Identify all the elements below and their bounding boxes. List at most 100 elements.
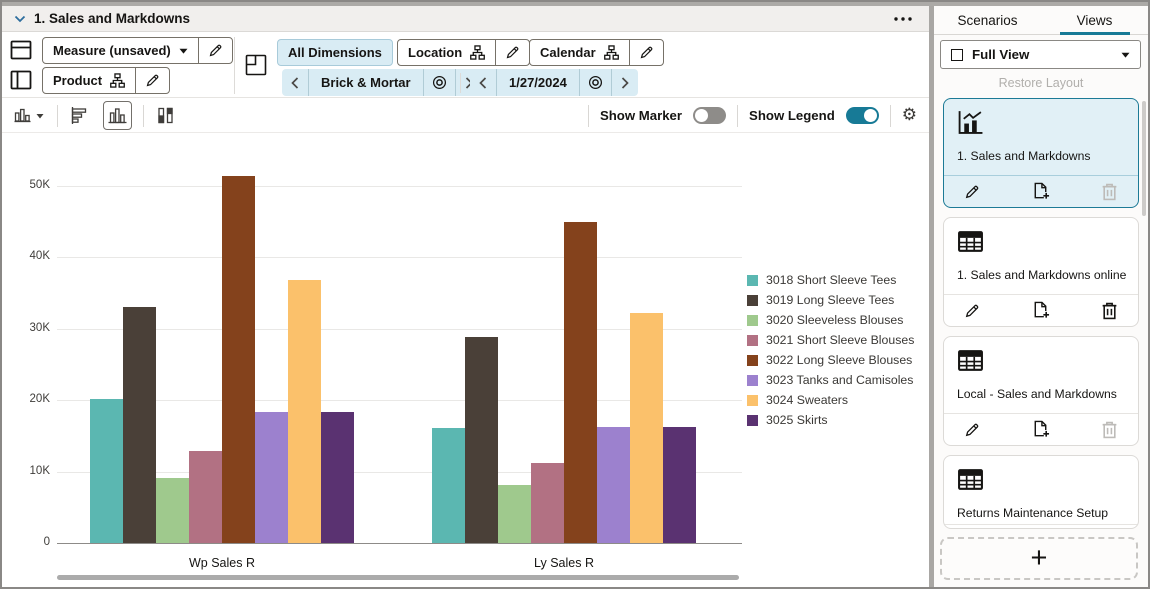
y-gridline — [57, 328, 742, 330]
bar-wp-sales-r-3025[interactable] — [321, 412, 354, 543]
legend-label: 3024 Sweaters — [766, 393, 849, 407]
bar-ly-sales-r-3023[interactable] — [597, 427, 630, 543]
legend-label: 3019 Long Sleeve Tees — [766, 293, 895, 307]
tab-scenarios[interactable]: Scenarios — [957, 12, 1018, 28]
delete-view-icon[interactable] — [1101, 302, 1118, 320]
view-card-actions — [944, 413, 1138, 445]
location-target-icon[interactable] — [422, 69, 455, 96]
edit-view-icon[interactable] — [964, 303, 980, 319]
bar-wp-sales-r-3018[interactable] — [90, 398, 123, 543]
table-view-icon — [957, 469, 984, 496]
bar-ly-sales-r-3018[interactable] — [432, 428, 465, 543]
add-view-button[interactable]: + — [940, 537, 1138, 580]
views-scrollbar[interactable] — [1142, 101, 1146, 216]
window-top-strip — [2, 2, 1148, 6]
main-vertical-scrollbar[interactable] — [929, 6, 934, 587]
y-tick-label: 0 — [43, 536, 50, 548]
hierarchy-icon — [603, 45, 619, 60]
bar-ly-sales-r-3020[interactable] — [498, 485, 531, 543]
bar-ly-sales-r-3024[interactable] — [630, 313, 663, 543]
nested-window-icon[interactable] — [245, 54, 267, 76]
right-panel-tabs: Scenarios Views — [934, 6, 1148, 35]
bar-wp-sales-r-3023[interactable] — [255, 412, 288, 543]
legend-label: 3023 Tanks and Camisoles — [766, 373, 914, 387]
edit-view-icon[interactable] — [964, 184, 980, 200]
previous-date-icon[interactable] — [470, 69, 496, 96]
chart-type-menu-button[interactable] — [12, 106, 46, 125]
view-card-actions — [944, 175, 1138, 207]
edit-calendar-icon[interactable] — [628, 40, 663, 65]
chart-horizontal-scrollbar[interactable] — [57, 575, 739, 580]
legend-item: 3020 Sleeveless Blouses — [747, 310, 914, 330]
duplicate-view-icon[interactable] — [1031, 301, 1050, 320]
bar-wp-sales-r-3019[interactable] — [123, 306, 156, 543]
next-date-icon[interactable] — [610, 69, 638, 96]
view-card[interactable]: Local - Sales and Markdowns — [943, 336, 1139, 446]
legend-swatch — [747, 374, 758, 386]
bar-ly-sales-r-3021[interactable] — [531, 463, 564, 543]
collapse-chevron-icon[interactable] — [14, 15, 26, 23]
toggle-knob — [863, 109, 877, 122]
gear-icon[interactable]: ⚙ — [901, 105, 917, 125]
edit-measure-icon[interactable] — [197, 38, 232, 63]
horizontal-bar-chart-button[interactable] — [69, 105, 92, 126]
edit-location-icon[interactable] — [495, 40, 529, 65]
panel-header: 1. Sales and Markdowns — [2, 6, 929, 32]
main-panel: 1. Sales and Markdowns Measure (unsaved) — [2, 6, 929, 587]
views-list: 1. Sales and Markdowns 1. Sales and Markd… — [943, 98, 1139, 531]
duplicate-view-icon[interactable] — [1031, 420, 1050, 439]
calendar-button-label: Calendar — [540, 45, 596, 60]
bar-ly-sales-r-3019[interactable] — [465, 336, 498, 543]
view-card-body: Local - Sales and Markdowns — [944, 337, 1138, 413]
measure-button[interactable]: Measure (unsaved) — [42, 37, 233, 64]
product-button[interactable]: Product — [42, 67, 171, 94]
vertical-bar-chart-button[interactable] — [103, 101, 132, 130]
overlapped-bar-chart-button[interactable] — [155, 105, 176, 126]
vertical-bar-chart-icon — [108, 108, 127, 124]
view-card[interactable]: 1. Sales and Markdowns online — [943, 217, 1139, 327]
view-card-label: 1. Sales and Markdowns online — [957, 268, 1127, 282]
bar-wp-sales-r-3024[interactable] — [288, 280, 321, 543]
show-marker-toggle[interactable] — [693, 107, 727, 124]
y-gridline — [57, 186, 742, 187]
view-mode-select[interactable]: Full View — [940, 40, 1141, 69]
split-columns-icon[interactable] — [10, 70, 32, 90]
calendar-button[interactable]: Calendar — [529, 39, 664, 66]
x-category-label: Ly Sales R — [534, 556, 594, 570]
legend-label: 3020 Sleeveless Blouses — [766, 313, 904, 327]
delete-view-icon[interactable] — [1101, 421, 1118, 439]
view-card[interactable]: Returns Maintenance Setup — [943, 455, 1139, 529]
bar-wp-sales-r-3022[interactable] — [222, 176, 255, 543]
y-tick-label: 40K — [29, 250, 50, 263]
legend-item: 3024 Sweaters — [747, 390, 914, 410]
edit-product-icon[interactable] — [135, 68, 169, 93]
view-card-body: Returns Maintenance Setup — [944, 456, 1138, 524]
previous-location-icon[interactable] — [282, 69, 308, 96]
duplicate-view-icon[interactable] — [1031, 182, 1050, 201]
split-rows-icon[interactable] — [10, 40, 32, 60]
legend-swatch — [747, 354, 758, 366]
bar-wp-sales-r-3021[interactable] — [189, 450, 222, 543]
overflow-menu-button[interactable] — [889, 13, 917, 25]
bar-chart-icon — [14, 108, 31, 123]
bar-wp-sales-r-3020[interactable] — [156, 478, 189, 543]
divider — [587, 104, 589, 127]
view-card-body: 1. Sales and Markdowns — [944, 99, 1138, 175]
all-dimensions-button[interactable]: All Dimensions — [277, 39, 393, 66]
view-card[interactable]: 1. Sales and Markdowns — [943, 98, 1139, 208]
caret-down-icon — [1121, 52, 1130, 58]
location-context-selector: Brick & Mortar — [282, 69, 482, 96]
view-card-label: 1. Sales and Markdowns — [957, 149, 1091, 163]
delete-view-icon[interactable] — [1101, 183, 1118, 201]
show-legend-toggle[interactable] — [845, 107, 879, 124]
y-gridline — [57, 471, 742, 473]
tab-views[interactable]: Views — [1041, 6, 1148, 34]
toggle-knob — [695, 109, 709, 122]
bar-ly-sales-r-3025[interactable] — [663, 427, 696, 543]
edit-view-icon[interactable] — [964, 422, 980, 438]
bar-ly-sales-r-3022[interactable] — [564, 221, 597, 543]
location-button[interactable]: Location — [397, 39, 531, 66]
full-view-icon — [951, 48, 963, 61]
y-tick-label: 20K — [29, 393, 50, 406]
calendar-target-icon[interactable] — [578, 69, 611, 96]
